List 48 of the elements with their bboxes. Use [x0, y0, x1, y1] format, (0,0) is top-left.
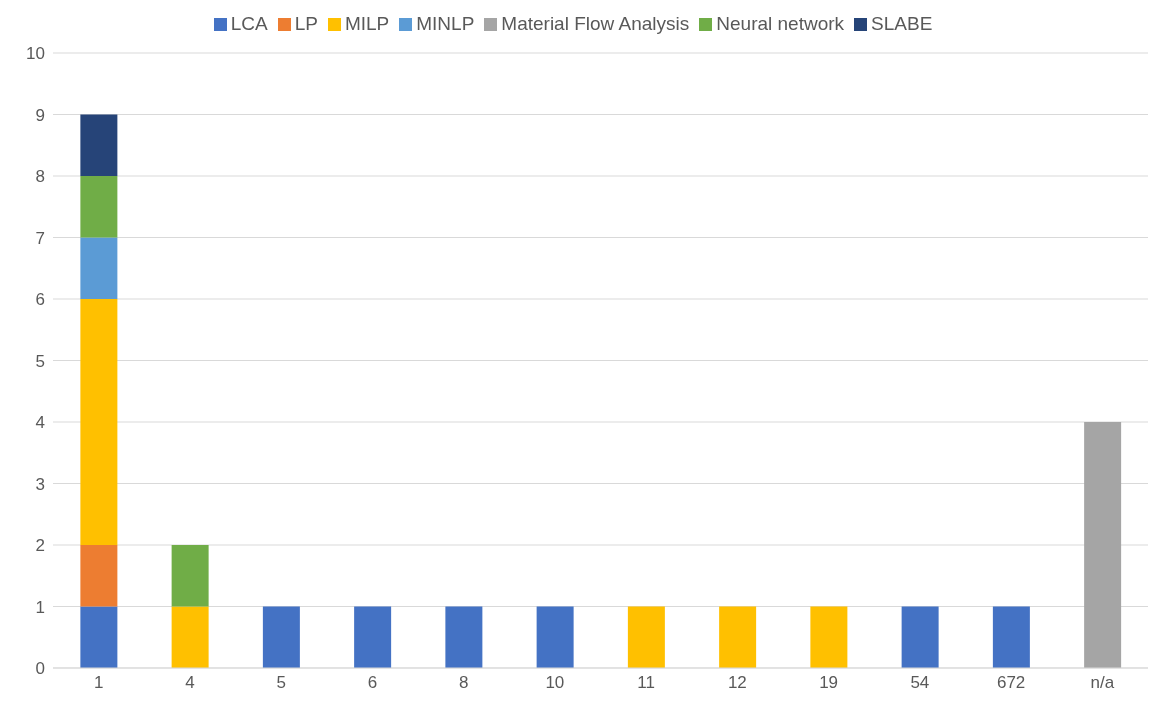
bar: [80, 176, 118, 238]
y-tick-label: 8: [35, 167, 45, 187]
x-tick-label: 672: [996, 673, 1026, 693]
y-tick-label: 1: [35, 597, 45, 617]
x-tick-label: 4: [185, 673, 195, 693]
bar: [1084, 422, 1122, 668]
legend-label: Material Flow Analysis: [501, 13, 690, 34]
bar: [80, 545, 118, 607]
bar: [262, 606, 300, 668]
legend-label: LCA: [230, 13, 268, 34]
x-tick-label: n/a: [1090, 673, 1115, 693]
y-tick-label: 10: [26, 44, 45, 64]
y-tick-label: 9: [35, 105, 45, 125]
bar: [171, 606, 209, 668]
bar: [627, 606, 665, 668]
x-tick-label: 11: [637, 673, 655, 693]
x-tick-label: 19: [819, 673, 839, 693]
bar: [354, 606, 392, 668]
bar: [80, 114, 118, 176]
legend-label: SLABE: [871, 13, 933, 34]
legend-label: MINLP: [416, 13, 475, 34]
x-tick-label: 12: [727, 673, 747, 693]
bar: [445, 606, 483, 668]
legend-label: MILP: [344, 13, 390, 34]
y-tick-label: 0: [35, 659, 45, 679]
bar: [992, 606, 1030, 668]
x-tick-label: 54: [910, 673, 930, 693]
bar: [171, 545, 209, 607]
y-tick-label: 4: [35, 413, 45, 433]
x-tick-label: 8: [458, 673, 469, 693]
bar: [901, 606, 939, 668]
x-tick-label: 6: [367, 673, 378, 693]
y-tick-label: 6: [35, 290, 45, 310]
y-tick-label: 5: [35, 351, 45, 371]
y-tick-label: 7: [35, 228, 45, 248]
bar: [80, 606, 118, 668]
x-tick-label: 10: [545, 673, 565, 693]
legend-label: LP: [294, 13, 318, 34]
bar: [536, 606, 574, 668]
y-tick-label: 3: [35, 474, 45, 494]
bar: [719, 606, 757, 668]
y-tick-label: 2: [35, 536, 45, 556]
bar: [810, 606, 848, 668]
x-tick-label: 1: [93, 673, 104, 693]
bar: [80, 237, 118, 299]
x-tick-label: 5: [276, 673, 286, 693]
bar: [80, 299, 118, 545]
legend-label: Neural network: [716, 13, 845, 34]
